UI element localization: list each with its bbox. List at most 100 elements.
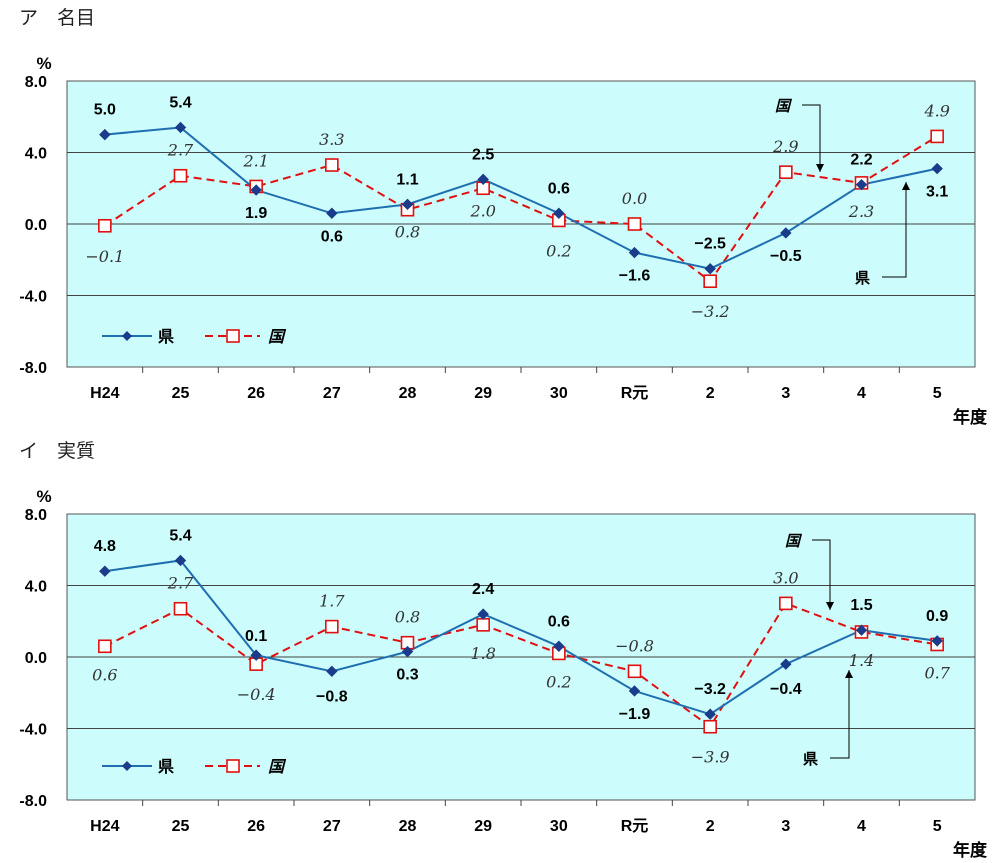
y-axis-label: %: [36, 54, 51, 73]
y-tick-label: 0.0: [25, 217, 47, 234]
data-label-prefecture: 0.6: [548, 180, 570, 197]
data-label-prefecture: 0.6: [548, 613, 570, 630]
x-tick-label: 4: [857, 818, 866, 835]
series-line-prefecture: [104, 559, 938, 716]
y-tick-label: 4.0: [25, 146, 47, 163]
data-label-prefecture: 1.9: [245, 205, 267, 222]
data-label-national: 0.8: [395, 608, 420, 627]
data-point-prefecture: [780, 658, 792, 670]
data-label-prefecture: −1.6: [619, 268, 651, 285]
data-label-prefecture: −0.4: [770, 681, 802, 698]
x-tick-label: 25: [172, 818, 190, 835]
x-tick-label: 28: [399, 818, 417, 835]
chart-2: イ 実質8.04.00.0-4.0-8.0%H24 25 26 27 28 29 30 R元 2…: [19, 440, 988, 860]
data-point-prefecture: [401, 198, 414, 211]
data-point-prefecture: [855, 624, 868, 636]
data-label-national: 0.0: [622, 189, 647, 208]
data-label-prefecture: 0.6: [321, 228, 343, 245]
section-title: ア 名目: [19, 7, 95, 29]
data-label-prefecture: 1.5: [850, 597, 872, 614]
data-point-prefecture: [855, 178, 868, 191]
x-tick-label: 25: [172, 385, 190, 402]
data-label-national: 1.7: [319, 592, 345, 611]
data-point-national: [779, 596, 793, 611]
data-label-prefecture: 0.1: [245, 628, 267, 645]
x-tick-label: 29: [474, 818, 492, 835]
data-point-national: [325, 619, 339, 634]
data-label-national: −0.4: [237, 685, 276, 704]
data-label-national: 0.2: [546, 672, 571, 691]
y-tick-label: -8.0: [19, 793, 47, 810]
data-label-prefecture: 1.1: [396, 171, 418, 188]
data-label-prefecture: 3.1: [926, 184, 948, 201]
data-point-national: [98, 218, 112, 233]
x-tick-label: 26: [247, 818, 265, 835]
legend-marker-national: [226, 759, 240, 773]
legend-label-national: 国: [268, 327, 287, 346]
legend-marker-national: [226, 329, 240, 343]
data-label-national: 2.0: [469, 201, 495, 220]
data-point-national: [627, 217, 642, 231]
data-label-prefecture: 0.9: [926, 608, 948, 625]
x-tick-label: 30: [550, 385, 568, 402]
x-tick-label: 27: [323, 818, 341, 835]
data-label-national: −0.1: [85, 247, 124, 266]
data-label-prefecture: −2.5: [694, 236, 726, 253]
y-tick-label: 0.0: [25, 650, 47, 667]
data-point-national: [476, 618, 490, 632]
data-point-prefecture: [326, 207, 338, 219]
x-tick-label: 4: [857, 385, 866, 402]
data-point-prefecture: [628, 685, 641, 697]
data-point-prefecture: [326, 665, 338, 678]
y-axis-label: %: [36, 487, 51, 506]
data-label-national: 2.7: [167, 141, 194, 160]
callout-label-national: 国: [785, 532, 803, 550]
data-point-prefecture: [99, 565, 111, 577]
legend-label-national: 国: [268, 757, 287, 776]
data-label-national: 0.2: [546, 241, 571, 260]
data-point-prefecture: [99, 128, 111, 141]
legend-label-prefecture: 県: [158, 327, 174, 346]
callout-label-prefecture: 県: [803, 750, 818, 768]
data-point-prefecture: [931, 162, 943, 175]
y-tick-label: 4.0: [25, 579, 47, 596]
data-label-prefecture: 5.0: [94, 102, 116, 119]
data-point-prefecture: [477, 608, 489, 620]
data-label-national: 2.9: [772, 137, 798, 156]
x-tick-label: 26: [247, 385, 265, 402]
x-tick-label: 30: [550, 818, 568, 835]
data-point-national: [98, 639, 112, 654]
data-label-national: 0.7: [924, 663, 950, 682]
data-label-prefecture: −0.5: [770, 248, 802, 265]
data-point-prefecture: [931, 635, 943, 647]
callout-label-prefecture: 県: [855, 269, 870, 287]
y-tick-label: -8.0: [19, 360, 47, 377]
x-tick-label: 3: [781, 818, 790, 835]
y-tick-label: 8.0: [25, 507, 47, 524]
data-point-prefecture: [704, 708, 716, 720]
section-title: イ 実質: [19, 440, 95, 462]
data-label-national: 1.8: [470, 644, 495, 663]
x-tick-label: 28: [399, 385, 417, 402]
data-label-prefecture: 4.8: [94, 538, 116, 555]
data-point-national: [325, 158, 339, 172]
x-tick-label: 3: [781, 385, 790, 402]
x-tick-label: R元: [621, 818, 649, 835]
data-label-national: −3.9: [691, 748, 730, 767]
data-point-national: [627, 664, 642, 679]
data-label-prefecture: 5.4: [169, 527, 191, 544]
legend-marker-prefecture: [122, 761, 132, 771]
data-label-prefecture: 2.5: [472, 146, 494, 163]
callout-line-prefecture: [882, 182, 907, 278]
data-label-prefecture: −1.9: [619, 706, 651, 723]
data-point-prefecture: [780, 227, 792, 239]
y-tick-label: 8.0: [25, 74, 47, 91]
x-tick-label: 2: [706, 385, 715, 402]
data-point-national: [779, 165, 793, 179]
callout-arrow-prefecture: [902, 182, 910, 190]
callout-arrow-prefecture: [845, 670, 853, 678]
series-line-national: [104, 135, 938, 283]
x-tick-label: 5: [933, 818, 942, 835]
data-label-prefecture: −0.8: [316, 688, 348, 705]
